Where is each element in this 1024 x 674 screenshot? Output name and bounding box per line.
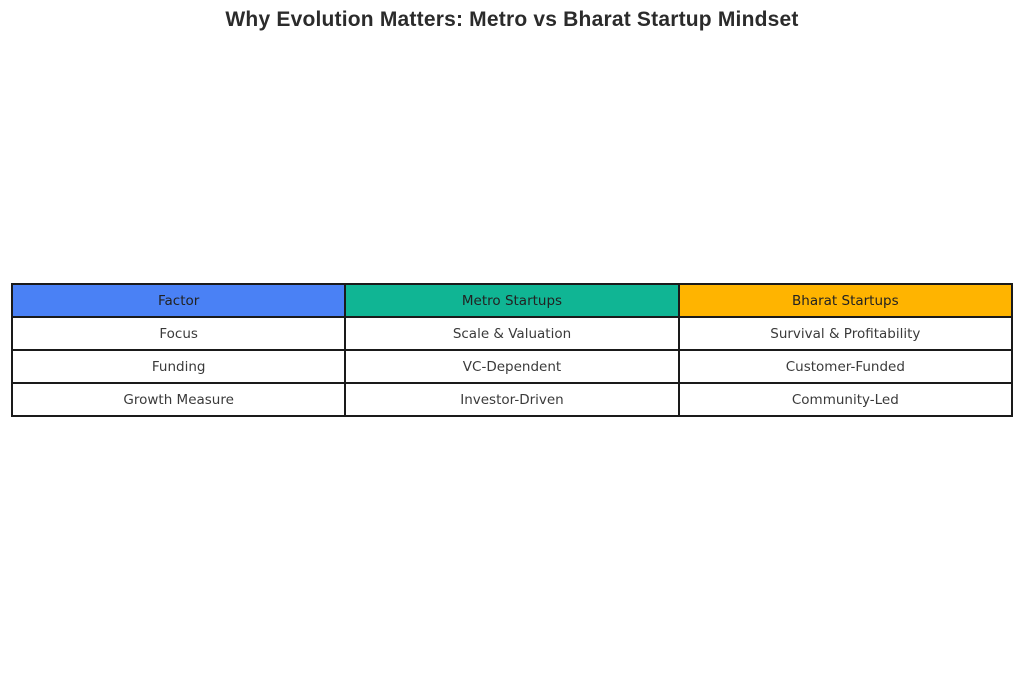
table-cell-bharat-value: Survival & Profitability: [677, 316, 1014, 351]
table-cell-metro-value: Investor-Driven: [344, 382, 680, 417]
column-header-bharat-startups: Bharat Startups: [677, 283, 1014, 318]
table-row-funding: Funding VC-Dependent Customer-Funded: [10, 349, 1014, 384]
table-cell-metro-value: Scale & Valuation: [344, 316, 680, 351]
column-header-factor: Factor: [10, 283, 347, 318]
table-row-focus: Focus Scale & Valuation Survival & Profi…: [10, 316, 1014, 351]
table-cell-metro-value: VC-Dependent: [344, 349, 680, 384]
table-cell-factor: Funding: [10, 349, 347, 384]
table-header-row: Factor Metro Startups Bharat Startups: [10, 283, 1014, 318]
table-cell-bharat-value: Community-Led: [677, 382, 1014, 417]
table-cell-factor: Growth Measure: [10, 382, 347, 417]
table-cell-bharat-value: Customer-Funded: [677, 349, 1014, 384]
table-cell-factor: Focus: [10, 316, 347, 351]
page-title: Why Evolution Matters: Metro vs Bharat S…: [225, 8, 799, 31]
column-header-metro-startups: Metro Startups: [344, 283, 680, 318]
table-row-growth-measure: Growth Measure Investor-Driven Community…: [10, 382, 1014, 417]
comparison-table: Factor Metro Startups Bharat Startups Fo…: [10, 283, 1014, 417]
